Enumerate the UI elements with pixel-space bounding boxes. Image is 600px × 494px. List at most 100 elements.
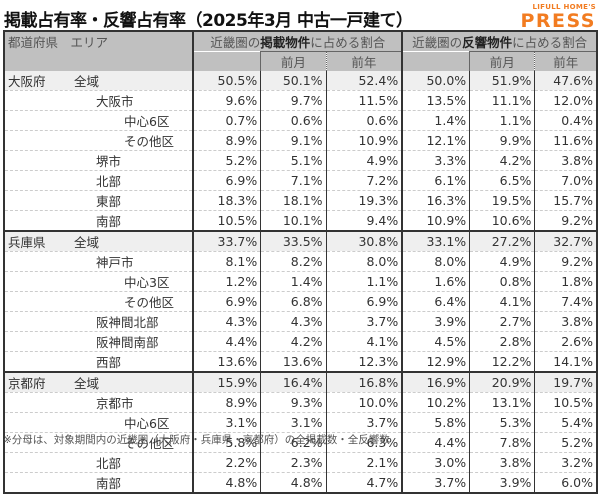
header-text: 近畿圏の <box>412 35 463 50</box>
table-row: 東部 18.3% 18.1% 19.3% 16.3% 19.5% 15.7% <box>4 190 597 211</box>
listing-prev-year-cell: 11.5% <box>326 90 404 111</box>
response-current-cell: 12.9% <box>402 351 471 373</box>
logo-top-text: LIFULL HOME'S <box>532 3 596 11</box>
table-row: 南部 4.8% 4.8% 4.7% 3.7% 3.9% 6.0% <box>4 472 597 493</box>
response-prev-month-cell: 11.1% <box>469 90 536 111</box>
prefecture-label: 大阪府 <box>8 74 46 89</box>
listing-prev-year-cell: 4.7% <box>326 472 404 493</box>
response-current-cell: 33.1% <box>402 231 471 252</box>
area-label: 全域 <box>74 235 100 250</box>
listing-current-cell: 2.2% <box>193 452 262 473</box>
area-label: その他区 <box>124 295 175 310</box>
prefecture-label: 京都府 <box>8 376 46 391</box>
area-cell: 兵庫県 全域 <box>4 231 195 252</box>
listing-current-cell: 8.9% <box>193 392 262 413</box>
area-cell: 阪神間北部 <box>4 311 195 332</box>
response-current-cell: 6.4% <box>402 291 471 312</box>
header-listing-share: 近畿圏の掲載物件に占める割合 <box>193 31 404 52</box>
listing-prev-month-cell: 8.2% <box>260 251 327 272</box>
listing-prev-year-cell: 0.6% <box>326 110 404 131</box>
listing-prev-year-cell: 3.7% <box>326 311 404 332</box>
area-label: 阪神間南部 <box>96 335 159 350</box>
response-prev-month-cell: 5.3% <box>469 412 536 433</box>
listing-prev-year-cell: 30.8% <box>326 231 404 252</box>
response-current-cell: 10.2% <box>402 392 471 413</box>
listing-prev-month-cell: 4.2% <box>260 331 327 352</box>
logo-bottom-text: PRESS <box>520 10 596 32</box>
prefecture-label: 兵庫県 <box>8 235 46 250</box>
table-row: 中心3区 1.2% 1.4% 1.1% 1.6% 0.8% 1.8% <box>4 271 597 292</box>
listing-prev-month-cell: 6.8% <box>260 291 327 312</box>
response-prev-month-cell: 51.9% <box>469 71 536 91</box>
listing-prev-month-cell: 0.6% <box>260 110 327 131</box>
listing-current-cell: 9.6% <box>193 90 262 111</box>
area-label: その他区 <box>124 134 175 149</box>
area-label: 中心6区 <box>124 416 170 431</box>
response-prev-month-cell: 10.6% <box>469 210 536 232</box>
area-label: その他区 <box>124 436 175 451</box>
area-cell: 神戸市 <box>4 251 195 272</box>
listing-current-cell: 6.9% <box>193 291 262 312</box>
table-row: 神戸市 8.1% 8.2% 8.0% 8.0% 4.9% 9.2% <box>4 251 597 272</box>
listing-current-cell: 5.8% <box>193 432 262 453</box>
response-current-cell: 3.7% <box>402 472 471 493</box>
area-cell: 東部 <box>4 190 195 211</box>
area-cell: 南部 <box>4 210 195 232</box>
response-current-cell: 10.9% <box>402 210 471 232</box>
response-prev-year-cell: 47.6% <box>534 71 597 91</box>
area-cell: 堺市 <box>4 150 195 171</box>
listing-prev-year-cell: 12.3% <box>326 351 404 373</box>
listing-current-cell: 13.6% <box>193 351 262 373</box>
table-row: 兵庫県 全域 33.7% 33.5% 30.8% 33.1% 27.2% 32.7% <box>4 231 597 252</box>
table-row: その他区 5.8% 6.2% 6.3% 4.4% 7.8% 5.2% <box>4 432 597 453</box>
listing-prev-year-cell: 19.3% <box>326 190 404 211</box>
area-cell: 大阪府 全域 <box>4 71 195 91</box>
listing-prev-month-cell: 18.1% <box>260 190 327 211</box>
area-cell: 南部 <box>4 472 195 493</box>
response-current-cell: 1.6% <box>402 271 471 292</box>
page-title: 掲載占有率・反響占有率（2025年3月 中古一戸建て） <box>4 11 413 31</box>
response-prev-year-cell: 3.2% <box>534 452 597 473</box>
listing-prev-year-cell: 4.1% <box>326 331 404 352</box>
area-cell: 北部 <box>4 170 195 191</box>
listing-prev-year-cell: 2.1% <box>326 452 404 473</box>
response-current-cell: 4.5% <box>402 331 471 352</box>
listing-prev-month-cell: 4.8% <box>260 472 327 493</box>
header-listing-prev-month: 前月 <box>260 51 327 71</box>
response-prev-month-cell: 19.5% <box>469 190 536 211</box>
table-row: 堺市 5.2% 5.1% 4.9% 3.3% 4.2% 3.8% <box>4 150 597 171</box>
area-label: 堺市 <box>96 154 122 169</box>
table-row: 大阪府 全域 50.5% 50.1% 52.4% 50.0% 51.9% 47.6% <box>4 71 597 91</box>
listing-prev-month-cell: 4.3% <box>260 311 327 332</box>
listing-current-cell: 8.9% <box>193 130 262 151</box>
response-prev-month-cell: 12.2% <box>469 351 536 373</box>
response-prev-month-cell: 13.1% <box>469 392 536 413</box>
area-cell: 中心6区 <box>4 412 195 433</box>
response-prev-month-cell: 2.8% <box>469 331 536 352</box>
response-prev-year-cell: 10.5% <box>534 392 597 413</box>
listing-current-cell: 50.5% <box>193 71 262 91</box>
header-text: に占める割合 <box>310 35 386 50</box>
response-prev-month-cell: 7.8% <box>469 432 536 453</box>
table-row: 中心6区 0.7% 0.6% 0.6% 1.4% 1.1% 0.4% <box>4 110 597 131</box>
area-cell: 北部 <box>4 452 195 473</box>
area-cell: 西部 <box>4 351 195 373</box>
lifull-homes-press-logo: LIFULL HOME'S PRESS <box>520 4 596 31</box>
area-cell: 京都市 <box>4 392 195 413</box>
area-cell: 京都府 全域 <box>4 372 195 393</box>
table-row: 中心6区 3.1% 3.1% 3.7% 5.8% 5.3% 5.4% <box>4 412 597 433</box>
area-label: 南部 <box>96 476 122 491</box>
response-prev-month-cell: 20.9% <box>469 372 536 393</box>
listing-prev-year-cell: 7.2% <box>326 170 404 191</box>
area-label: 北部 <box>96 174 122 189</box>
response-prev-year-cell: 9.2% <box>534 210 597 232</box>
response-current-cell: 3.9% <box>402 311 471 332</box>
listing-prev-month-cell: 16.4% <box>260 372 327 393</box>
response-prev-year-cell: 11.6% <box>534 130 597 151</box>
response-current-cell: 1.4% <box>402 110 471 131</box>
listing-current-cell: 33.7% <box>193 231 262 252</box>
response-prev-month-cell: 6.5% <box>469 170 536 191</box>
response-current-cell: 13.5% <box>402 90 471 111</box>
listing-prev-year-cell: 4.9% <box>326 150 404 171</box>
table-row: 京都市 8.9% 9.3% 10.0% 10.2% 13.1% 10.5% <box>4 392 597 413</box>
